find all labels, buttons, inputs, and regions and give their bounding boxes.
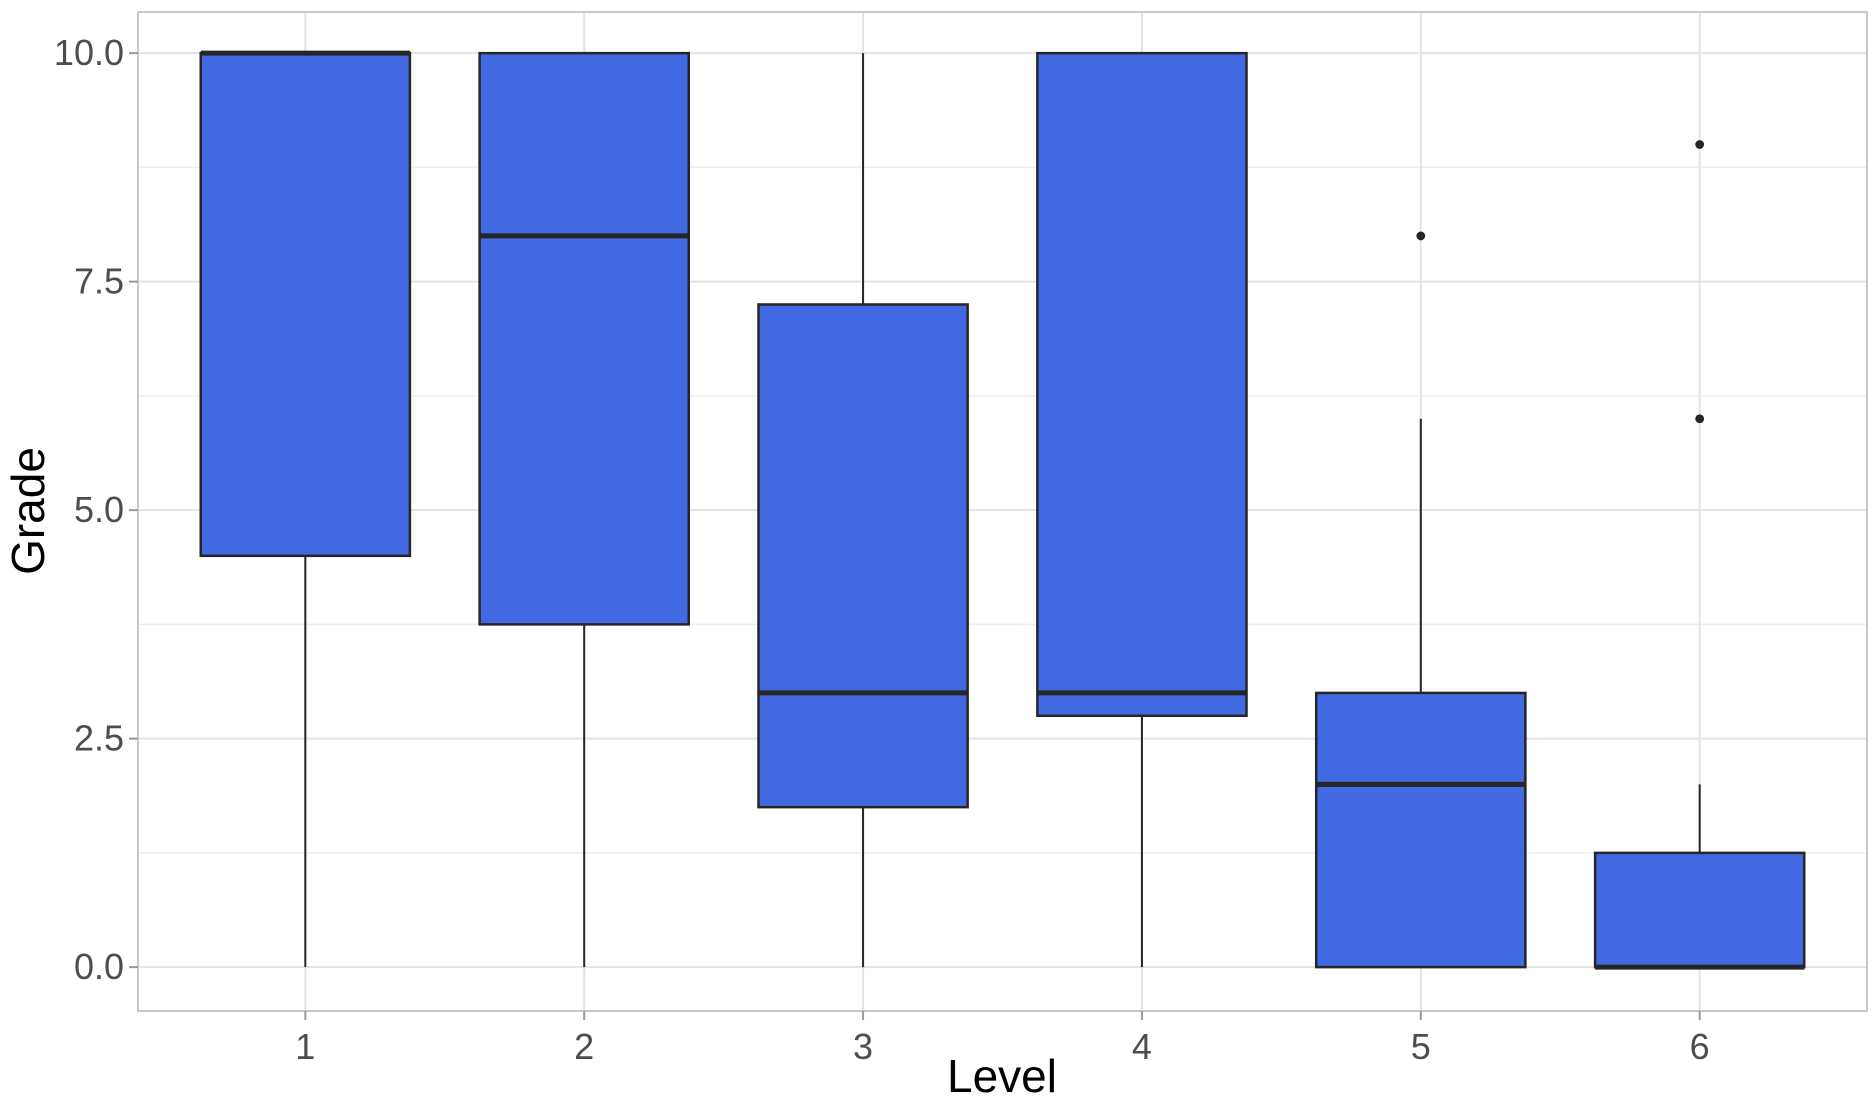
boxplot-box-level-1 [199,50,412,968]
y-tick-label: 7.5 [74,261,124,302]
boxplot-box-level-5 [1314,231,1527,969]
outlier-point [1695,414,1705,424]
boxplot-box-level-6 [1593,140,1806,970]
panel-background [138,12,1867,1011]
y-axis-title: Grade [2,447,54,575]
panel-border [137,11,1868,1012]
y-tick-label: 10.0 [54,32,124,73]
frame-layer [137,11,1868,1012]
boxplot-box-level-2 [478,51,691,968]
boxplot-box-level-3 [757,53,969,968]
x-tick-label: 1 [295,1026,315,1067]
y-tick-label: 0.0 [74,946,124,987]
x-axis-title: Level [947,1050,1057,1102]
iqr-box [757,303,969,809]
x-tick-label: 6 [1690,1026,1710,1067]
iqr-box [1036,51,1248,718]
iqr-box [199,51,412,558]
boxplot-box-level-4 [1036,51,1248,968]
iqr-box [478,51,691,626]
x-tick-label: 4 [1132,1026,1152,1067]
iqr-box [1593,851,1806,969]
axes-layer: 0.0 2.5 5.0 7.5 10.0 1 2 3 4 5 6 [54,32,1710,1067]
x-tick-label: 2 [574,1026,594,1067]
outlier-point [1416,231,1426,241]
y-tick-label: 2.5 [74,718,124,759]
y-tick-label: 5.0 [74,489,124,530]
x-tick-label: 5 [1411,1026,1431,1067]
x-tick-label: 3 [853,1026,873,1067]
box-layer [199,50,1806,970]
iqr-box [1314,691,1527,969]
outlier-point [1695,140,1705,149]
